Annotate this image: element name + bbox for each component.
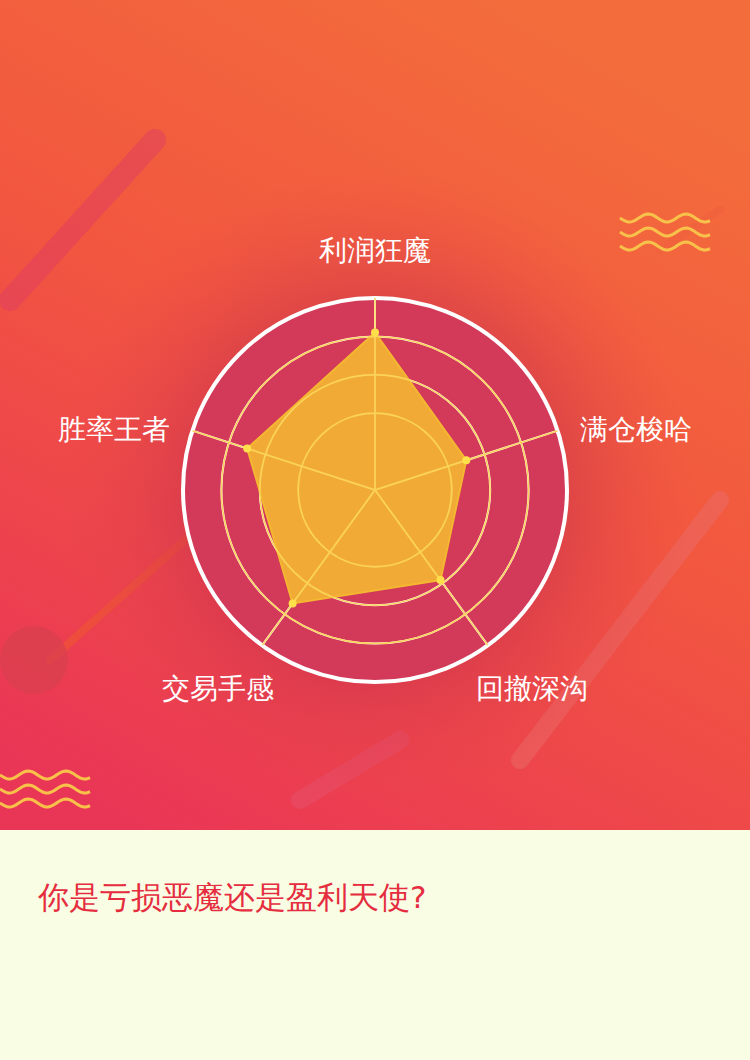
category-label: 满仓梭哈: [580, 413, 692, 446]
decor-dot: [0, 626, 68, 694]
background: [0, 0, 750, 830]
decor-wave: [0, 785, 90, 793]
decor-wave: [0, 799, 90, 807]
decor-stripe: [10, 140, 155, 300]
page: 利润狂魔满仓梭哈回撤深沟 交易手感 胜率王者你是亏损恶魔还是盈利天使?: [0, 0, 750, 1060]
decor-wave: [620, 214, 710, 222]
glow: [55, 170, 695, 810]
plot-area: [192, 298, 557, 645]
grid: [183, 298, 567, 682]
inner-grid-ring: [298, 413, 452, 567]
inner-grid-ring: [221, 336, 528, 643]
inner-spoke: [375, 490, 488, 645]
decor-wave: [620, 242, 710, 250]
decor-wave: [0, 771, 90, 779]
inner-spoke: [375, 431, 558, 490]
spokes: [192, 298, 557, 645]
category-label: 利润狂魔: [319, 234, 431, 267]
category-label: 胜率王者: [58, 413, 170, 446]
inner-spoke: [374, 298, 376, 490]
category-label: 交易手感: [162, 672, 274, 705]
category-labels: 利润狂魔满仓梭哈回撤深沟 交易手感 胜率王者: [58, 234, 692, 705]
category-label: 回撤深沟: [476, 672, 588, 705]
footer-text: 你是亏损恶魔还是盈利天使?: [37, 879, 426, 915]
radar-area: [247, 333, 466, 604]
radar-point: [243, 444, 251, 452]
radar-point: [436, 576, 444, 584]
radar-point: [289, 599, 297, 607]
axis-line: [374, 298, 376, 490]
inner-grid-ring: [260, 375, 490, 605]
grid-ring: [183, 298, 567, 682]
spoke: [374, 298, 376, 490]
footer-background: [0, 830, 750, 1060]
inner-spoke: [262, 490, 375, 645]
decor-wave: [620, 228, 710, 236]
inner-spoke: [192, 431, 375, 490]
radar-point: [371, 329, 379, 337]
radar-disk: [183, 298, 567, 682]
radar-point: [462, 456, 470, 464]
